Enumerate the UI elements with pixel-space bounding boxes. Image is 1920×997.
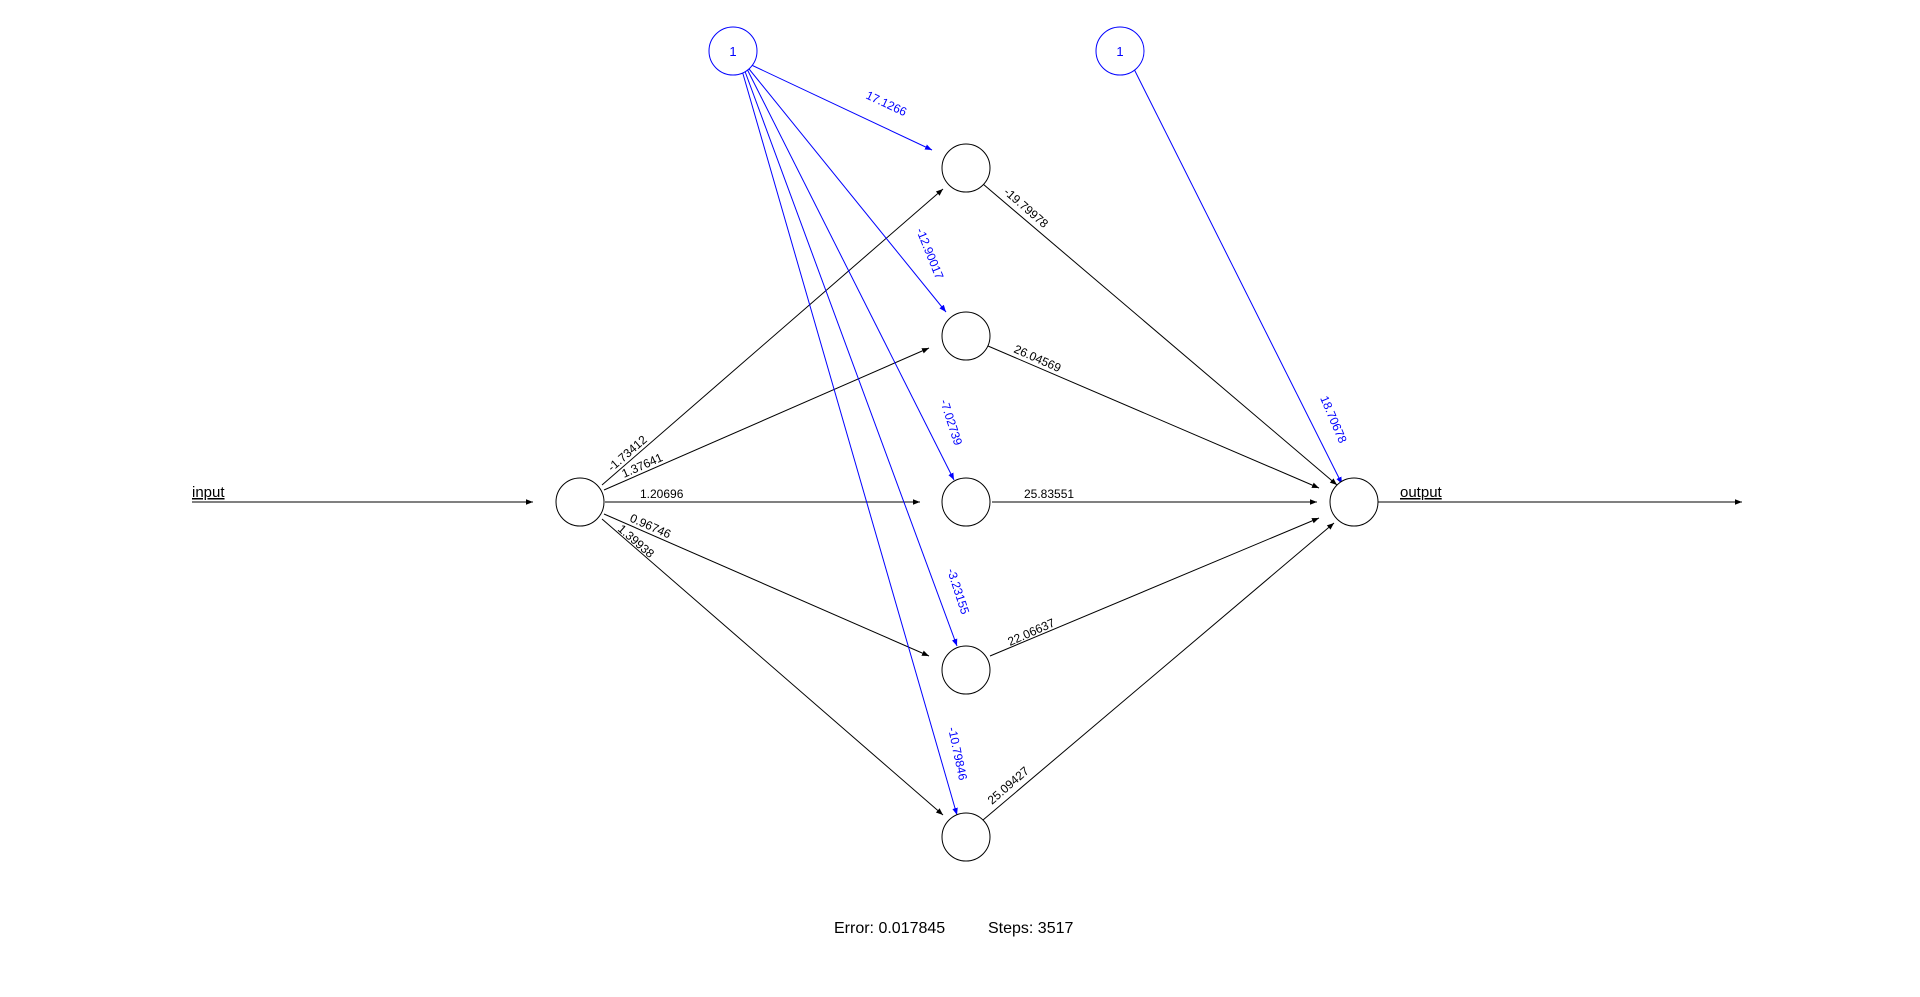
bias-node-output-label: 1	[1116, 44, 1123, 59]
bias-node-hidden-label: 1	[729, 44, 736, 59]
weight-label-hidden1-output: -19.79978	[1001, 185, 1051, 231]
bias-weight-label-hidden-2: -12.90017	[913, 226, 946, 282]
edge-input-hidden-2	[603, 347, 930, 491]
output-label: output	[1400, 484, 1443, 501]
steps-text: Steps: 3517	[988, 920, 1074, 937]
input-node	[555, 477, 605, 527]
edge-input-hidden-1	[601, 188, 944, 486]
edge-bias-hidden-4	[742, 65, 958, 647]
bias-weight-label-output: 18.70678	[1317, 394, 1350, 446]
weight-label-input-hidden-3: 1.20696	[640, 487, 684, 501]
weight-label-hidden5-output: 25.09427	[985, 764, 1032, 808]
bias-weight-label-hidden-5: -10.79846	[945, 726, 970, 782]
hidden-node-3	[941, 477, 991, 527]
hidden-node-5	[941, 812, 991, 862]
output-node	[1329, 477, 1379, 527]
edge-input-hidden-5	[601, 518, 944, 816]
edge-bias-hidden-5	[740, 66, 958, 816]
hidden-node-1	[941, 143, 991, 193]
bias-weight-label-hidden-4: -3.23155	[944, 567, 972, 617]
edge-bias-output	[1132, 66, 1343, 485]
edge-bias-hidden-1	[744, 61, 933, 151]
hidden-node-4	[941, 645, 991, 695]
edge-input-hidden-4	[603, 513, 930, 657]
weight-label-hidden2-output: 26.04569	[1012, 342, 1064, 375]
edge-hidden4-output	[989, 517, 1320, 657]
bias-weight-label-hidden-3: -7.02739	[937, 398, 965, 448]
edge-bias-hidden-3	[744, 64, 955, 481]
bias-node-output	[1095, 26, 1145, 76]
edge-hidden5-output	[982, 522, 1335, 821]
edge-bias-hidden-2	[744, 63, 947, 313]
bias-node-hidden	[708, 26, 758, 76]
bias-weight-label-hidden-1: 17.1266	[864, 88, 910, 119]
weight-label-hidden3-output: 25.83551	[1024, 487, 1074, 501]
hidden-node-2	[941, 311, 991, 361]
edge-hidden2-output	[987, 345, 1320, 489]
edge-hidden1-output	[982, 183, 1338, 486]
input-label: input	[192, 484, 225, 501]
error-text: Error: 0.017845	[834, 920, 945, 937]
weight-label-hidden4-output: 22.06637	[1006, 615, 1058, 648]
